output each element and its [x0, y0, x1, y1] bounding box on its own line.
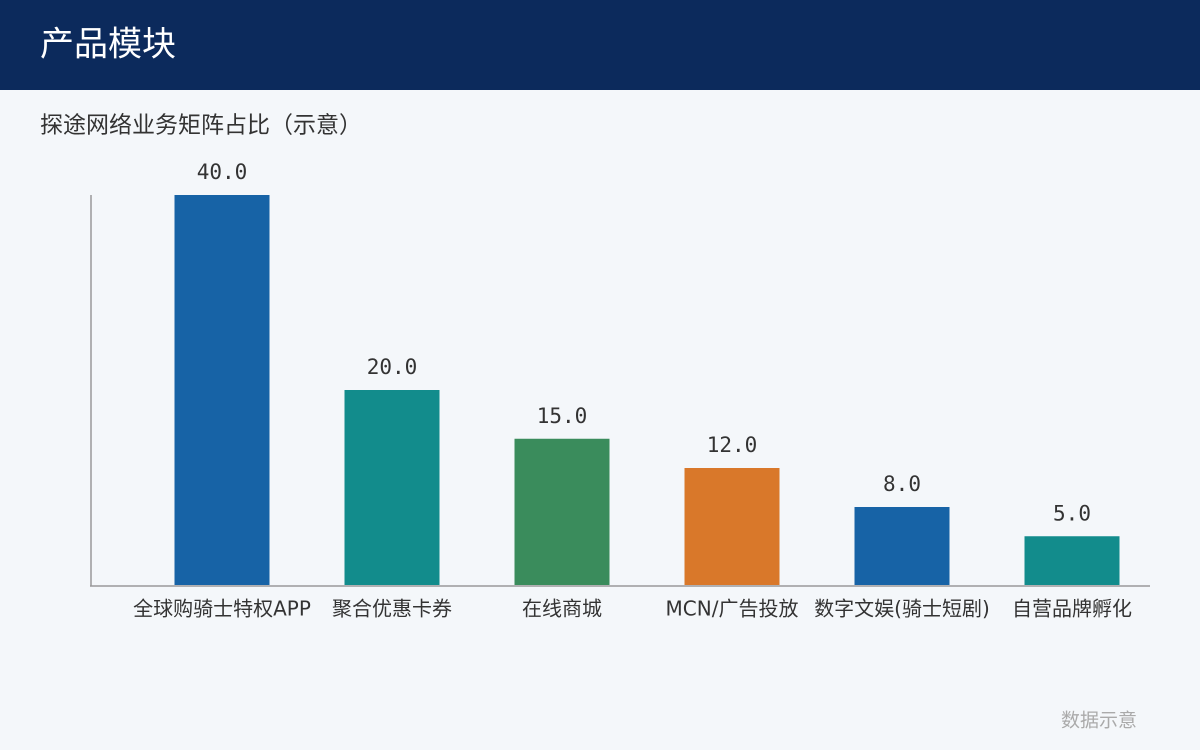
bar	[174, 195, 270, 585]
x-tick-label: MCN/广告投放	[666, 597, 799, 621]
bar	[1024, 536, 1120, 585]
value-label: 8.0	[883, 472, 921, 496]
value-label: 12.0	[707, 433, 758, 457]
header-bar	[0, 0, 1200, 90]
x-tick-label: 数字文娱(骑士短剧)	[814, 597, 990, 621]
bar	[514, 438, 610, 585]
x-tick-label: 聚合优惠卡券	[332, 597, 452, 621]
value-label: 20.0	[367, 355, 418, 379]
chart-title: 探途网络业务矩阵占比（示意）	[40, 113, 362, 139]
value-label: 5.0	[1053, 501, 1091, 525]
x-tick-label: 全球购骑士特权APP	[133, 597, 311, 621]
x-tick-label: 在线商城	[522, 597, 602, 621]
bar	[854, 507, 950, 585]
footer-note: 数据示意	[1061, 710, 1137, 732]
x-tick-label: 自营品牌孵化	[1012, 597, 1132, 621]
header-title: 产品模块	[40, 25, 176, 65]
bar	[684, 468, 780, 585]
value-label: 15.0	[537, 404, 588, 428]
value-label: 40.0	[197, 160, 248, 184]
bar	[344, 390, 440, 585]
